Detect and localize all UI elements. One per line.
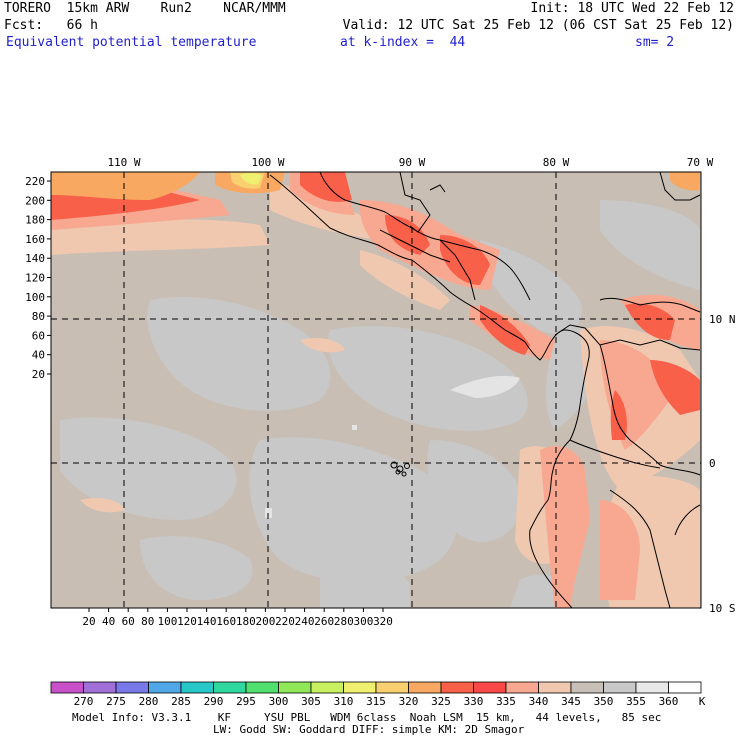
colorbar-swatch [668,681,702,694]
y-tick-label: 80 [32,310,45,323]
valid-time: Valid: 12 UTC Sat 25 Feb 12 (06 CST Sat … [342,18,734,33]
y-tick-label: 180 [25,214,45,227]
colorbar-label: 325 [431,695,451,708]
x-tick-label: 160 [216,615,236,628]
colorbar-swatch [538,681,572,694]
x-tick-label: 240 [295,615,315,628]
y-tick-label: 200 [25,194,45,207]
colorbar-swatch [148,681,182,694]
lon-label-100w: 100 W [251,156,284,169]
colorbar-label: 305 [301,695,321,708]
colorbar-label: 275 [106,695,126,708]
x-tick-label: 100 [157,615,177,628]
y-tick-label: 140 [25,252,45,265]
colorbar-label: 350 [594,695,614,708]
y-tick-label: 160 [25,233,45,246]
colorbar-label: 300 [269,695,289,708]
colorbar-swatch [278,681,312,694]
x-tick-label: 80 [141,615,154,628]
forecast-hour: Fcst: 66 h [4,18,98,33]
colorbar-label: 290 [204,695,224,708]
x-tick-label: 300 [353,615,373,628]
colorbar [50,681,702,694]
init-time: Init: 18 UTC Wed 22 Feb 12 [530,1,735,16]
colorbar-label: 335 [496,695,516,708]
colorbar-swatch [310,681,344,694]
x-tick-label: 20 [82,615,95,628]
field-yellow-patches [230,172,265,189]
physics-info: LW: Godd SW: Goddard DIFF: simple KM: 2D… [213,723,525,736]
lat-label-10n: 10 N [709,313,736,326]
colorbar-swatch [603,681,637,694]
colorbar-label: 340 [529,695,549,708]
colorbar-swatch [180,681,214,694]
x-tick-label: 140 [197,615,217,628]
x-tick-label: 220 [275,615,295,628]
colorbar-unit: K [699,695,706,708]
colorbar-swatch [115,681,149,694]
colorbar-label: 280 [139,695,159,708]
lon-label-80w: 80 W [543,156,570,169]
colorbar-swatch [50,681,84,694]
y-tick-label: 120 [25,272,45,285]
colorbar-swatch [343,681,377,694]
lon-label-90w: 90 W [399,156,426,169]
colorbar-label: 345 [561,695,581,708]
map-plot-area [51,172,701,608]
lat-lon-grid [51,172,701,608]
map-frame [50,171,702,609]
x-tick-label: 320 [373,615,393,628]
colorbar-swatch [635,681,669,694]
lat-label-10s: 10 S [709,602,736,615]
x-tick-label: 180 [236,615,256,628]
colorbar-swatch [245,681,279,694]
lon-label-70w: 70 W [687,156,714,169]
y-tick-label: 100 [25,291,45,304]
colorbar-swatch [473,681,507,694]
level-label: at k-index = 44 [340,35,466,50]
colorbar-swatch [213,681,247,694]
colorbar-label: 310 [334,695,354,708]
y-tick-label: 220 [25,175,45,188]
x-tick-label: 60 [122,615,135,628]
colorbar-label: 330 [464,695,484,708]
colorbar-swatch [375,681,409,694]
colorbar-label: 355 [626,695,646,708]
model-run-title: TORERO 15km ARW Run2 NCAR/MMM [4,1,286,16]
x-tick-label: 200 [255,615,275,628]
y-tick-label: 60 [32,329,45,342]
colorbar-label: 285 [171,695,191,708]
x-tick-label: 120 [177,615,197,628]
colorbar-swatch [505,681,539,694]
colorbar-label: 320 [399,695,419,708]
field-grey-patches [60,200,700,608]
coastlines [269,172,701,608]
colorbar-swatch [570,681,604,694]
x-tick-label: 280 [334,615,354,628]
colorbar-label: 295 [236,695,256,708]
x-tick-label: 40 [102,615,115,628]
colorbar-label: 315 [366,695,386,708]
y-tick-label: 40 [32,349,45,362]
colorbar-label: 360 [659,695,679,708]
colorbar-swatch [408,681,442,694]
lon-label-110w: 110 W [107,156,140,169]
model-info: Model Info: V3.3.1 KF YSU PBL WDM 6class… [72,711,662,724]
field-name: Equivalent potential temperature [6,35,257,50]
colorbar-label: 270 [74,695,94,708]
y-tick-label: 20 [32,368,45,381]
smoothing-label: sm= 2 [635,35,675,50]
colorbar-swatch [83,681,117,694]
x-tick-label: 260 [314,615,334,628]
lat-label-0: 0 [709,457,716,470]
colorbar-swatch [440,681,474,694]
